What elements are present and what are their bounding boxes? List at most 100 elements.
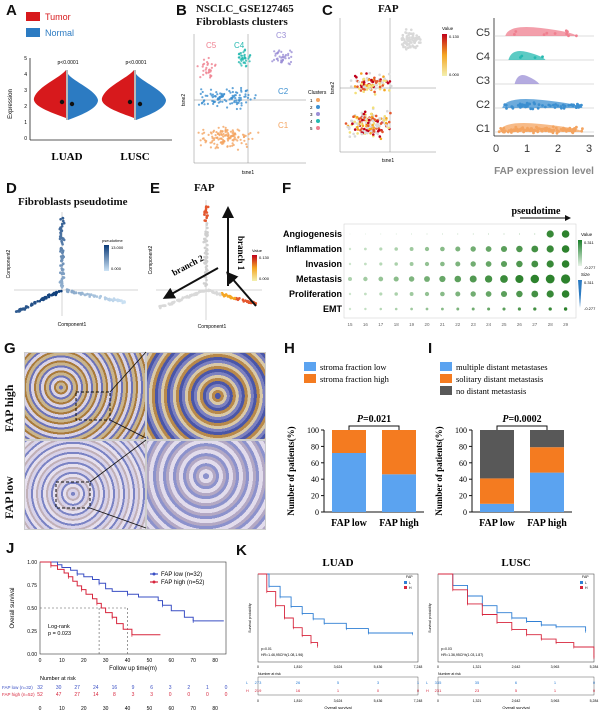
cluster-point — [287, 52, 290, 55]
legend-label: stroma fraction low — [320, 362, 387, 372]
fap-point — [372, 126, 375, 130]
cluster-point — [257, 131, 260, 134]
trajectory-point — [59, 280, 62, 283]
cluster-point — [227, 132, 230, 135]
trajectory-point — [207, 289, 211, 293]
luad-tumor-median — [59, 99, 65, 105]
km-plot-j: 0.000.250.500.751.000 10 20 30 40 50 60 70 80Ove… — [2, 560, 228, 717]
panel-d-title: Fibroblasts pseudotime — [18, 196, 128, 208]
trajectory-point — [105, 297, 108, 300]
svg-text:2: 2 — [24, 104, 27, 110]
x-tick-label: 80 — [212, 658, 218, 664]
trajectory-point — [226, 295, 230, 298]
pathway-dot — [424, 276, 430, 282]
trajectory-point — [206, 269, 209, 272]
pathway-dot — [470, 261, 476, 267]
cluster-point — [248, 55, 251, 59]
fap-point — [413, 45, 417, 49]
ridge-point — [516, 104, 520, 107]
y-axis-label: Number of patients(%) — [434, 426, 444, 515]
plot-frame — [257, 573, 419, 663]
cluster-point — [280, 50, 283, 53]
risk-value: 1 — [554, 688, 557, 693]
trajectory-point — [47, 295, 50, 298]
risk-value: 1 — [337, 688, 340, 693]
ridge-point — [549, 104, 552, 108]
fap-point — [356, 132, 359, 135]
y-tick-label: 60 — [459, 459, 467, 468]
x-tick-label: 3,963 — [551, 665, 560, 669]
trajectory-point — [218, 292, 221, 295]
risk-value: 0 — [593, 688, 596, 693]
fap-point — [370, 129, 373, 133]
fap-point — [383, 77, 386, 80]
trajectory-point — [107, 298, 110, 302]
cluster-point — [229, 91, 232, 94]
stacked-bar-i: multiple distant metastases solitary dist… — [434, 362, 572, 529]
cluster-point — [233, 138, 236, 141]
x-tick-label: 0 — [437, 665, 439, 669]
fap-point — [362, 90, 365, 93]
risk-value: 23 — [475, 688, 480, 693]
risk-value: 335 — [435, 680, 442, 685]
trajectory-point — [61, 243, 64, 246]
trajectory-point — [59, 264, 62, 267]
risk-value: 3 — [132, 692, 135, 698]
clusters-legend: 1 2 3 4 5 — [310, 98, 320, 131]
cluster-point — [204, 141, 207, 144]
pathway-dot — [457, 233, 459, 235]
ridge-point — [568, 129, 572, 132]
trajectory-point — [77, 291, 81, 295]
pathway-dot — [487, 307, 491, 311]
ridge-point — [537, 103, 541, 106]
y-axis-label: tsne2 — [181, 94, 187, 106]
ridges — [494, 27, 594, 135]
trajectory-point — [203, 261, 206, 265]
ihc-fap-high-low-mag — [24, 352, 146, 440]
panel-j-km: 0.00 0.25 0.50 0.75 1.00 0 10 20 30 40 50 60 70 80 Ove… — [0, 550, 236, 717]
pathway-dot — [516, 290, 523, 298]
trajectory-point — [205, 255, 209, 259]
column-label: 20 — [424, 322, 430, 327]
cluster-point — [216, 98, 219, 101]
clusters-legend-dot — [316, 98, 320, 102]
colorbar-title: Value — [442, 26, 454, 31]
fap-point — [360, 132, 364, 136]
ridge-point — [552, 103, 555, 107]
fap-points — [344, 28, 422, 141]
legend-tumor-swatch — [26, 12, 40, 21]
pathway-dotplot: pseudotime Angiogenesis Inflammation Invas… — [283, 206, 596, 327]
fap-point — [363, 116, 366, 119]
colorbar-min: 0.000 — [259, 276, 270, 281]
column-label: 29 — [563, 322, 569, 327]
legend-title: FAP — [406, 575, 413, 579]
cluster-point — [200, 88, 203, 91]
cluster-point — [207, 69, 211, 72]
cluster-point — [240, 86, 243, 90]
cluster-point — [234, 91, 238, 94]
svg-text:0: 0 — [493, 143, 499, 155]
fap-point — [384, 121, 388, 125]
bar-segment — [530, 472, 564, 512]
cluster-point — [209, 69, 212, 72]
fap-point — [379, 137, 383, 141]
fap-point — [372, 133, 375, 136]
luad-normal-median — [69, 101, 75, 107]
fap-point — [362, 81, 366, 84]
risk-value: 273 — [255, 680, 262, 685]
fap-point — [408, 45, 412, 48]
fap-point — [389, 111, 392, 115]
trajectory-point — [42, 296, 45, 300]
risk-table-frame — [257, 676, 419, 696]
trajectory-point — [206, 205, 210, 209]
fap-point — [346, 125, 349, 129]
cluster-point — [220, 92, 223, 95]
trajectory-point — [70, 289, 74, 293]
ridge-point — [515, 127, 518, 131]
ridge-point — [554, 103, 557, 106]
trajectory-point — [180, 298, 183, 302]
risk-value: 26 — [296, 680, 301, 685]
risk-table-title: Number at risk — [438, 672, 461, 676]
legend-swatch — [580, 586, 583, 589]
x-tick-label: 3,624 — [334, 665, 343, 669]
